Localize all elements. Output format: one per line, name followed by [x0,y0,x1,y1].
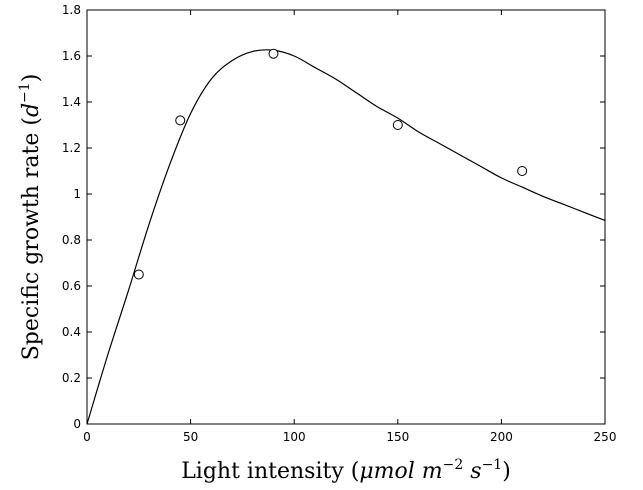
x-tick-label: 100 [283,430,306,444]
data-markers [133,48,528,280]
x-tick-label: 0 [83,430,91,444]
y-axis-ticks: 0 0.2 0.4 0.6 0.8 1 1.2 1.4 1.6 1.8 [62,3,605,431]
x-tick-label: 250 [594,430,617,444]
y-axis-title: Specific growth rate (d−1) [17,74,44,361]
y-tick-label: 1.2 [62,141,81,155]
y-tick-label: 0.6 [62,279,81,293]
x-tick-label: 150 [386,430,409,444]
data-point [392,120,403,130]
data-point [175,115,186,126]
y-tick-label: 0.8 [62,233,81,247]
y-tick-label: 0.4 [62,325,81,339]
y-tick-label: 1 [73,187,81,201]
x-axis-ticks: 0 50 100 150 200 250 [83,10,616,444]
data-point [268,48,279,59]
data-point [517,166,528,176]
y-tick-label: 1.6 [62,49,81,63]
data-point [133,269,144,280]
y-tick-label: 0.2 [62,371,81,385]
x-axis-title: Light intensity (μmol m−2 s−1) [181,457,511,484]
y-tick-label: 0 [73,417,81,431]
fit-curve [86,49,606,425]
x-tick-label: 200 [490,430,513,444]
x-tick-label: 50 [183,430,198,444]
y-tick-label: 1.8 [62,3,81,17]
y-tick-label: 1.4 [62,95,81,109]
plot-frame [86,9,606,425]
